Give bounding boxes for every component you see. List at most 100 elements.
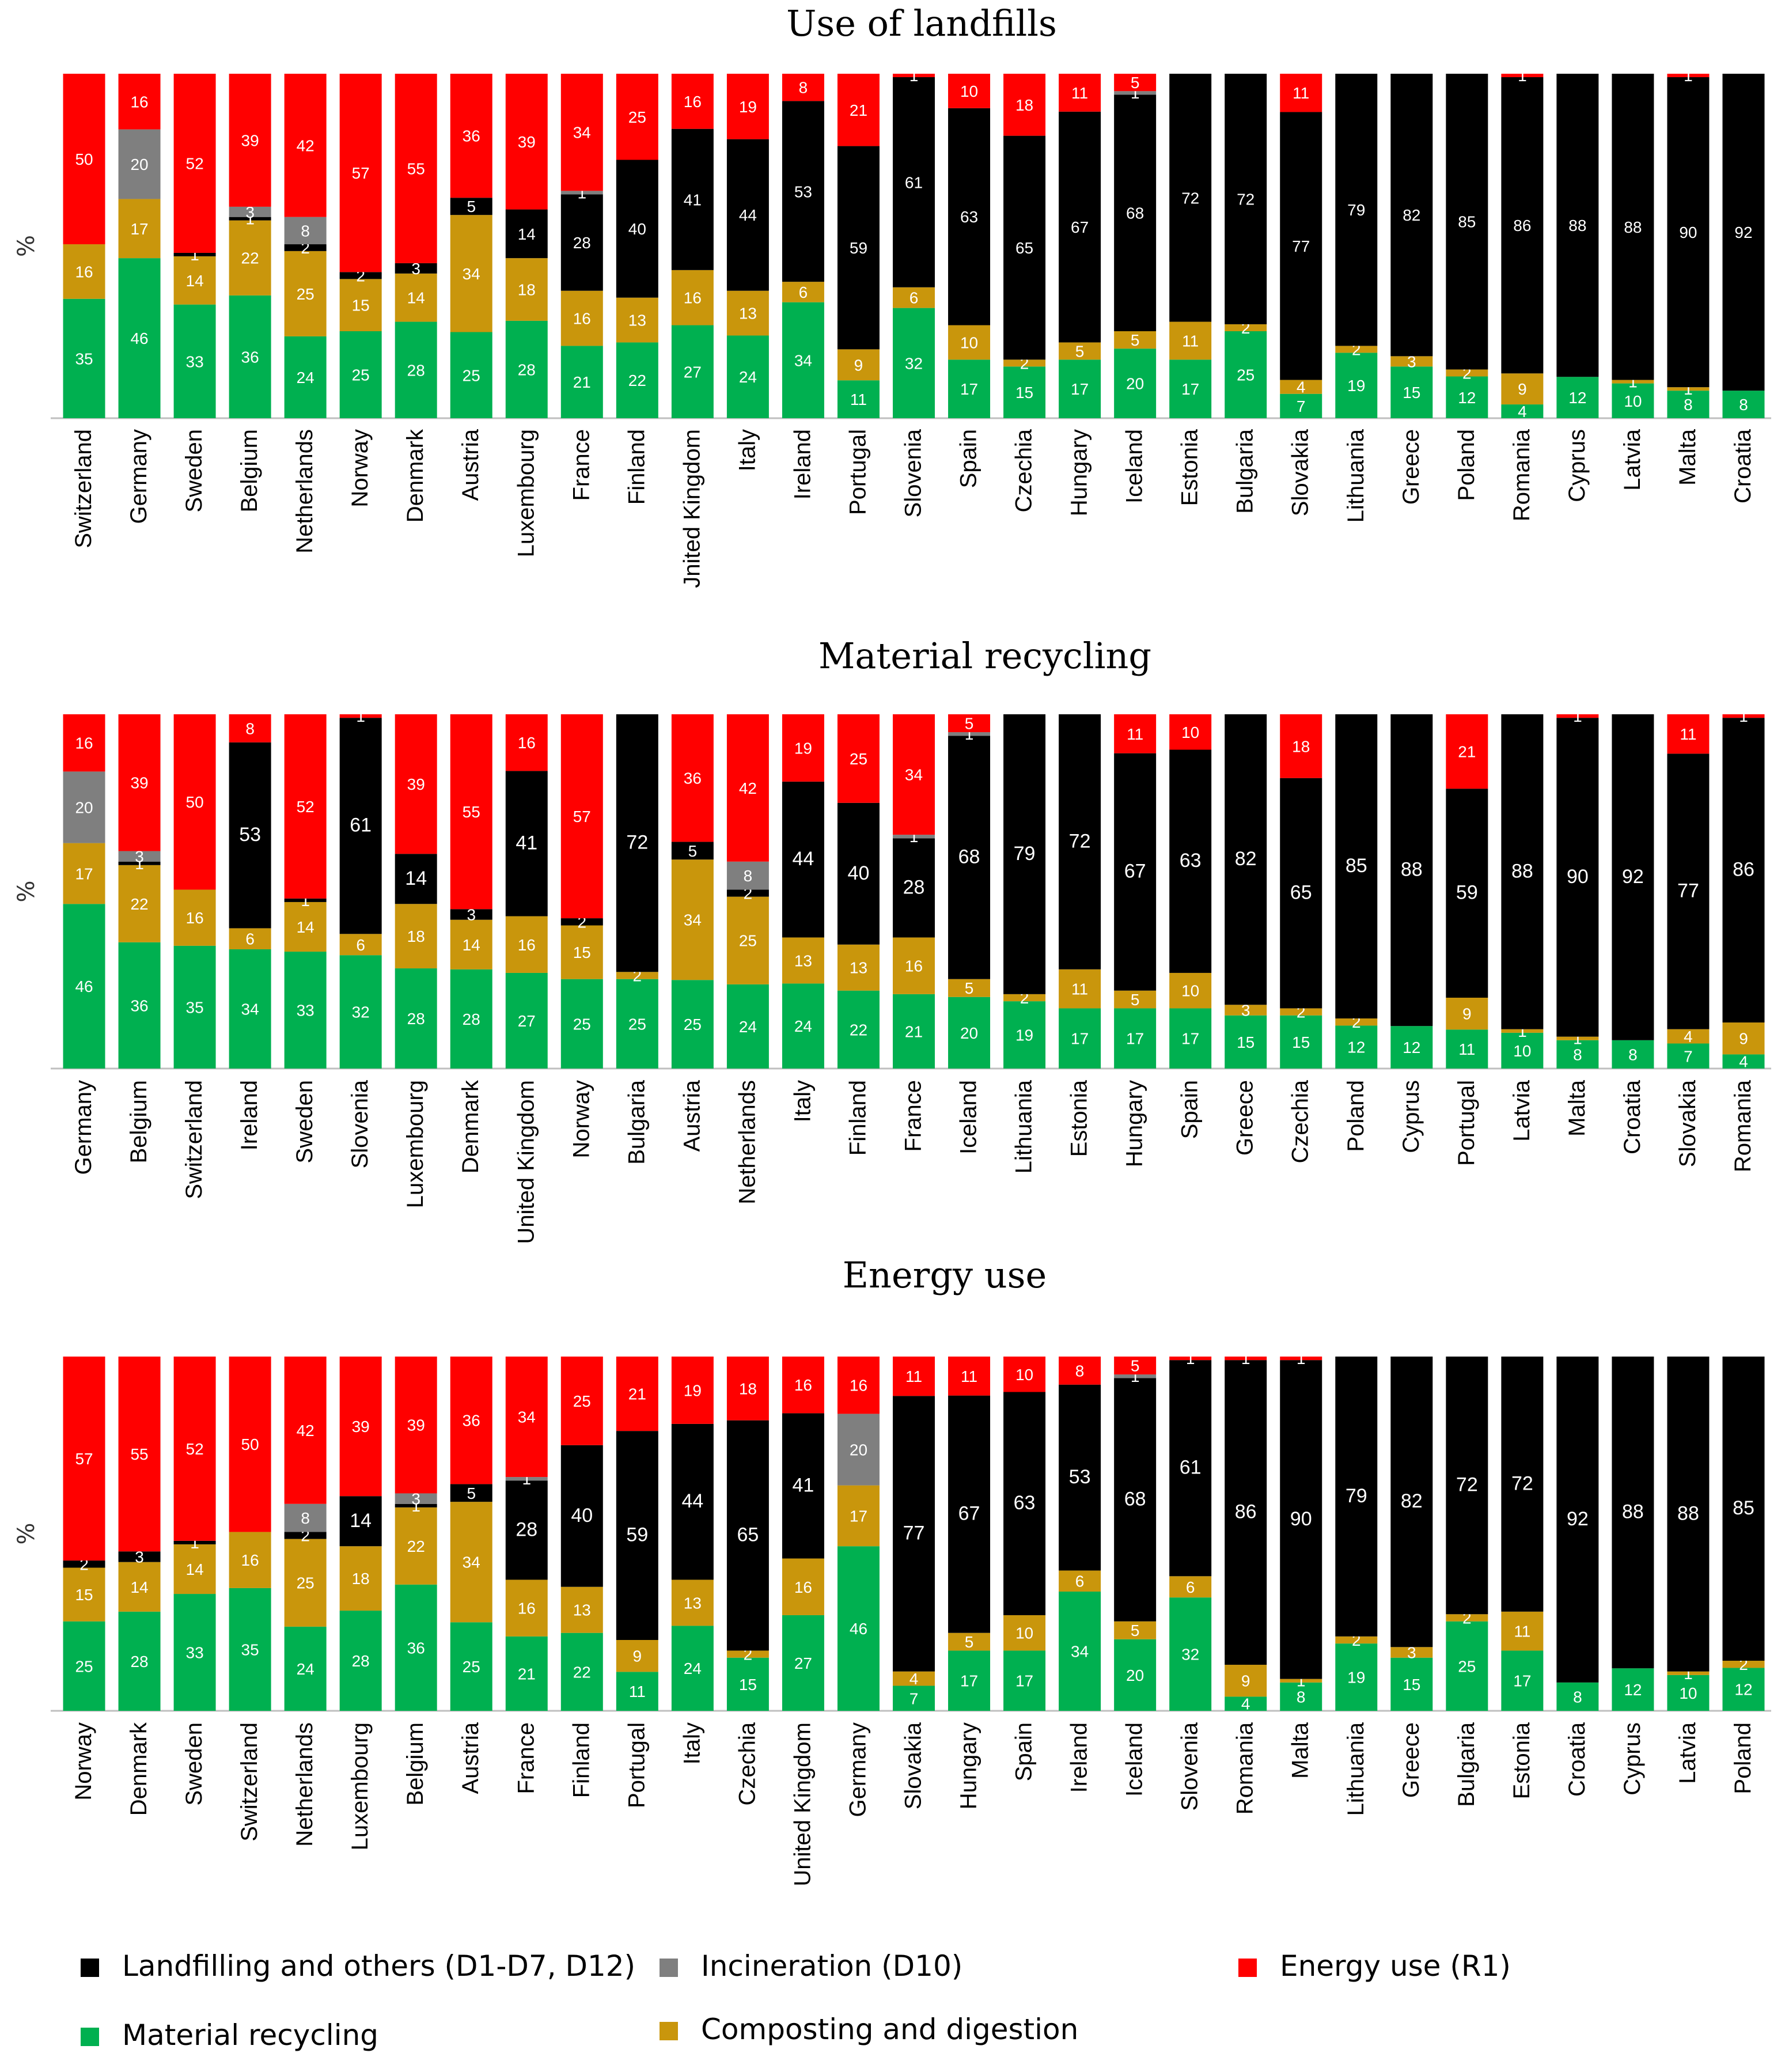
segment-composting [726, 290, 769, 336]
value-label-composting: 10 [1181, 982, 1199, 1000]
bar-denmark: 28143055 [450, 714, 492, 1069]
segment-landfill [1003, 1392, 1046, 1615]
segment-recycling [1667, 1043, 1710, 1069]
segment-energy [1556, 714, 1599, 718]
category-label: Bulgaria [624, 1079, 649, 1165]
segment-landfill [1280, 1360, 1322, 1679]
segment-recycling [726, 1657, 769, 1711]
value-label-landfill: 59 [626, 1524, 648, 1546]
segment-recycling [1169, 1597, 1212, 1711]
segment-composting [1667, 1029, 1710, 1044]
category-label: Croatia [1564, 1722, 1590, 1797]
value-label-composting: 25 [739, 932, 757, 950]
segment-composting [1003, 1615, 1046, 1651]
value-label-composting: 11 [1182, 332, 1199, 350]
segment-landfill [1667, 1357, 1710, 1672]
value-label-landfill: 86 [1733, 859, 1754, 881]
segment-composting [284, 901, 327, 952]
segment-recycling [893, 994, 935, 1069]
segment-energy [1114, 714, 1157, 753]
bar-united-kingdom: 271641016 [671, 74, 714, 418]
category-label: Denmark [126, 1722, 151, 1816]
value-label-recycling: 24 [297, 1660, 314, 1678]
value-label-recycling: 22 [850, 1021, 867, 1039]
segment-composting [1501, 373, 1544, 405]
value-label-recycling: 27 [518, 1012, 536, 1030]
category-label: Austria [679, 1079, 704, 1151]
segment-composting [63, 843, 105, 904]
legend-label: Energy use (R1) [1280, 1949, 1511, 1983]
value-label-composting: 18 [352, 1570, 370, 1588]
segment-recycling [173, 1594, 216, 1711]
segment-energy [63, 714, 105, 772]
value-label-incineration: 0 [1462, 1340, 1472, 1358]
value-label-energy: 42 [297, 1422, 314, 1440]
category-label: Ireland [790, 429, 815, 499]
value-label-energy: 18 [1015, 96, 1033, 114]
value-label-energy: 0 [1462, 1340, 1472, 1358]
category-label: Italy [734, 429, 760, 471]
segment-energy [948, 74, 991, 108]
segment-recycling [782, 1615, 824, 1711]
value-label-composting: 14 [186, 272, 204, 290]
category-label: Romania [1233, 1722, 1258, 1815]
value-label-composting: 22 [407, 1537, 425, 1555]
value-label-energy: 0 [1573, 1340, 1582, 1358]
segment-energy [395, 714, 437, 854]
category-label: Norway [569, 1080, 594, 1158]
segment-composting [671, 859, 714, 980]
segment-landfill [339, 272, 382, 279]
category-label: Norway [347, 429, 373, 507]
segment-landfill [837, 802, 880, 945]
segment-composting [1003, 994, 1046, 1002]
value-label-recycling: 8 [1628, 1046, 1638, 1063]
value-label-recycling: 25 [684, 1016, 702, 1033]
bar-italy: 241344019 [782, 714, 824, 1069]
segment-landfill [284, 1532, 327, 1539]
value-label-energy: 10 [1015, 1366, 1033, 1384]
value-label-energy: 0 [1462, 57, 1472, 75]
segment-recycling [948, 1650, 991, 1711]
value-label-recycling: 36 [241, 348, 259, 366]
segment-landfill [1667, 77, 1710, 388]
segment-recycling [671, 1626, 714, 1711]
segment-energy [1280, 714, 1322, 778]
value-label-recycling: 17 [1126, 1030, 1144, 1048]
value-label-landfill: 5 [467, 1484, 476, 1502]
segment-landfill [1059, 111, 1101, 343]
value-label-landfill: 90 [1290, 1508, 1312, 1530]
value-label-landfill: 72 [1456, 1474, 1478, 1496]
segment-recycling [671, 325, 714, 418]
category-label: Iceland [1122, 1722, 1147, 1797]
value-label-energy: 19 [794, 739, 812, 757]
value-label-energy: 0 [1020, 698, 1029, 715]
segment-landfill [1446, 74, 1488, 370]
segment-landfill [1390, 714, 1433, 1026]
value-label-recycling: 28 [463, 1010, 480, 1028]
value-label-energy: 39 [130, 774, 148, 792]
segment-energy [1169, 714, 1212, 750]
segment-recycling [1722, 1054, 1765, 1069]
category-label: Lithuania [1343, 1722, 1369, 1816]
segment-landfill [118, 1551, 161, 1562]
category-label: Bulgaria [1454, 1722, 1479, 1807]
category-label: Slovakia [901, 1722, 926, 1809]
segment-composting [726, 1650, 769, 1658]
bar-portugal: 11959021 [616, 1357, 658, 1711]
value-label-energy: 0 [1075, 698, 1085, 715]
segment-recycling [229, 295, 271, 418]
segment-recycling [616, 342, 658, 418]
segment-energy [1225, 1357, 1267, 1361]
value-label-landfill: 61 [350, 815, 372, 836]
segment-incineration [1114, 1374, 1157, 1378]
segment-composting [395, 1507, 437, 1585]
segment-energy [395, 74, 437, 263]
